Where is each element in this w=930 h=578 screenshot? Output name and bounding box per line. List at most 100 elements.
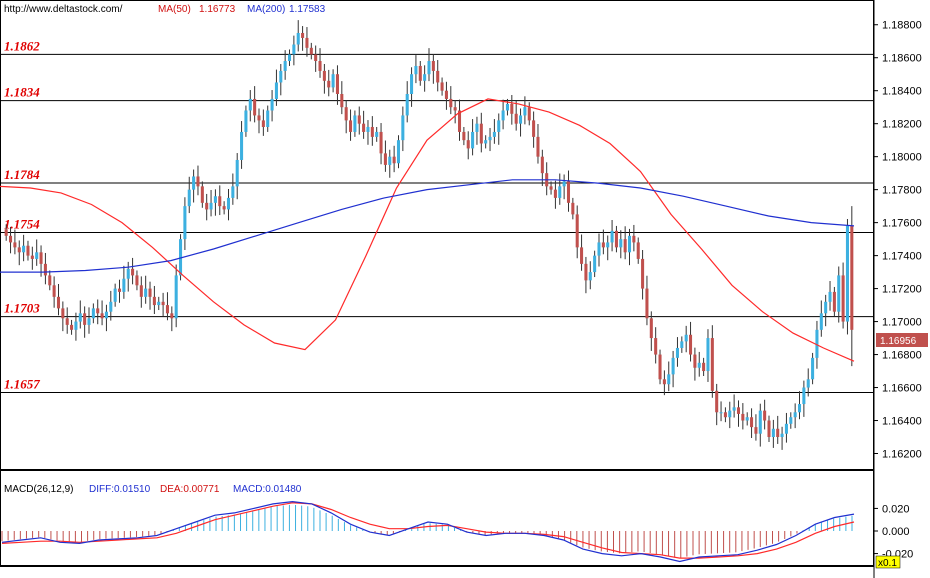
candle-body bbox=[627, 235, 632, 253]
candle-body bbox=[362, 123, 366, 132]
candle-body bbox=[418, 65, 422, 81]
candle-body bbox=[292, 44, 296, 55]
candle-body bbox=[719, 412, 723, 414]
candle-body bbox=[527, 107, 531, 121]
candle-body bbox=[131, 268, 135, 276]
candle-body bbox=[497, 120, 501, 132]
candle-body bbox=[270, 98, 274, 111]
candle-body bbox=[17, 247, 21, 253]
candle-body bbox=[754, 427, 758, 434]
candle-body bbox=[780, 433, 784, 438]
candle-body bbox=[466, 140, 470, 149]
scale-tag-text: x0.1 bbox=[878, 558, 897, 569]
candle-body bbox=[122, 278, 126, 292]
candle-body bbox=[449, 98, 453, 108]
candle-body bbox=[30, 255, 34, 259]
candle-body bbox=[335, 74, 339, 94]
candle-body bbox=[689, 334, 693, 355]
candle-body bbox=[52, 285, 56, 297]
candle-body bbox=[610, 230, 614, 243]
candle-body bbox=[715, 390, 719, 413]
candle-body bbox=[126, 268, 130, 279]
candle-body bbox=[296, 32, 300, 45]
candle-body bbox=[139, 285, 143, 297]
candle-body bbox=[70, 324, 74, 330]
candle-body bbox=[841, 275, 845, 322]
candle-body bbox=[654, 338, 658, 355]
candle-body bbox=[83, 313, 87, 325]
candle-body bbox=[148, 288, 152, 297]
candle-body bbox=[440, 82, 444, 91]
candle-body bbox=[410, 74, 414, 94]
candle-body bbox=[619, 239, 623, 248]
candle-body bbox=[584, 263, 588, 281]
support-resistance-levels: 1.1862 1.1834 1.1784 1.1754 1.1703 1.1657 bbox=[0, 38, 874, 393]
candle-body bbox=[109, 301, 113, 312]
macd-tick-label: 0.000 bbox=[882, 526, 910, 538]
candle-body bbox=[614, 230, 618, 248]
candle-body bbox=[462, 131, 466, 141]
candle-body bbox=[741, 413, 745, 421]
candle-body bbox=[179, 239, 183, 276]
scale-tag[interactable] bbox=[875, 555, 901, 569]
ma50-line bbox=[0, 98, 855, 362]
candle-body bbox=[113, 288, 117, 302]
candle-body bbox=[91, 308, 95, 319]
candle-body bbox=[56, 296, 61, 309]
candle-body bbox=[161, 301, 165, 306]
candle-body bbox=[444, 90, 448, 99]
candle-body bbox=[22, 245, 26, 253]
candle-body bbox=[266, 110, 270, 127]
candle-body bbox=[680, 341, 684, 348]
candle-body bbox=[588, 272, 592, 281]
candle-body bbox=[431, 61, 435, 71]
candle-body bbox=[248, 98, 252, 111]
candle-body bbox=[379, 131, 383, 154]
candle-body bbox=[623, 239, 627, 253]
candle-body bbox=[492, 131, 496, 137]
candle-body bbox=[340, 94, 344, 108]
candle-body bbox=[370, 126, 374, 137]
candle-body bbox=[802, 387, 806, 405]
candle-body bbox=[484, 140, 488, 144]
candle-body bbox=[606, 242, 610, 248]
candle-body bbox=[396, 140, 401, 164]
price-tick-label: 1.18800 bbox=[882, 20, 922, 32]
candle-body bbox=[48, 275, 52, 286]
candle-body bbox=[135, 275, 139, 286]
candle-body bbox=[209, 202, 213, 210]
candle-body bbox=[510, 103, 514, 114]
current-price-text: 1.16956 bbox=[880, 336, 917, 347]
candle-body bbox=[314, 54, 318, 62]
candle-body bbox=[205, 202, 209, 210]
candle-body bbox=[375, 131, 379, 137]
macd-panel-frame bbox=[0, 470, 874, 566]
candle-body bbox=[505, 103, 509, 111]
price-tick-label: 1.17000 bbox=[882, 317, 922, 329]
candle-body bbox=[78, 313, 82, 322]
candle-body bbox=[632, 235, 636, 243]
candle-body bbox=[244, 110, 248, 132]
candle-body bbox=[793, 412, 797, 418]
candle-body bbox=[475, 123, 479, 132]
candle-body bbox=[257, 115, 261, 121]
candle-body bbox=[566, 181, 571, 203]
source-url[interactable]: http://www.deltastock.com/ bbox=[4, 4, 123, 15]
price-tick-label: 1.17400 bbox=[882, 251, 922, 263]
candlesticks bbox=[4, 20, 854, 450]
candle-body bbox=[261, 120, 265, 127]
candle-body bbox=[353, 115, 357, 132]
candle-body bbox=[187, 189, 191, 207]
candle-body bbox=[797, 404, 802, 413]
candle-body bbox=[192, 176, 196, 190]
candle-body bbox=[231, 186, 235, 198]
price-tick-label: 1.17800 bbox=[882, 185, 922, 197]
candle-body bbox=[213, 196, 217, 203]
macd-indicator bbox=[1, 500, 855, 563]
candle-body bbox=[562, 181, 566, 187]
candle-body bbox=[815, 329, 819, 358]
candle-body bbox=[218, 196, 222, 207]
candle-body bbox=[344, 107, 348, 121]
macd-histogram-value: MACD:0.01480 bbox=[233, 484, 302, 495]
candle-body bbox=[763, 410, 767, 421]
